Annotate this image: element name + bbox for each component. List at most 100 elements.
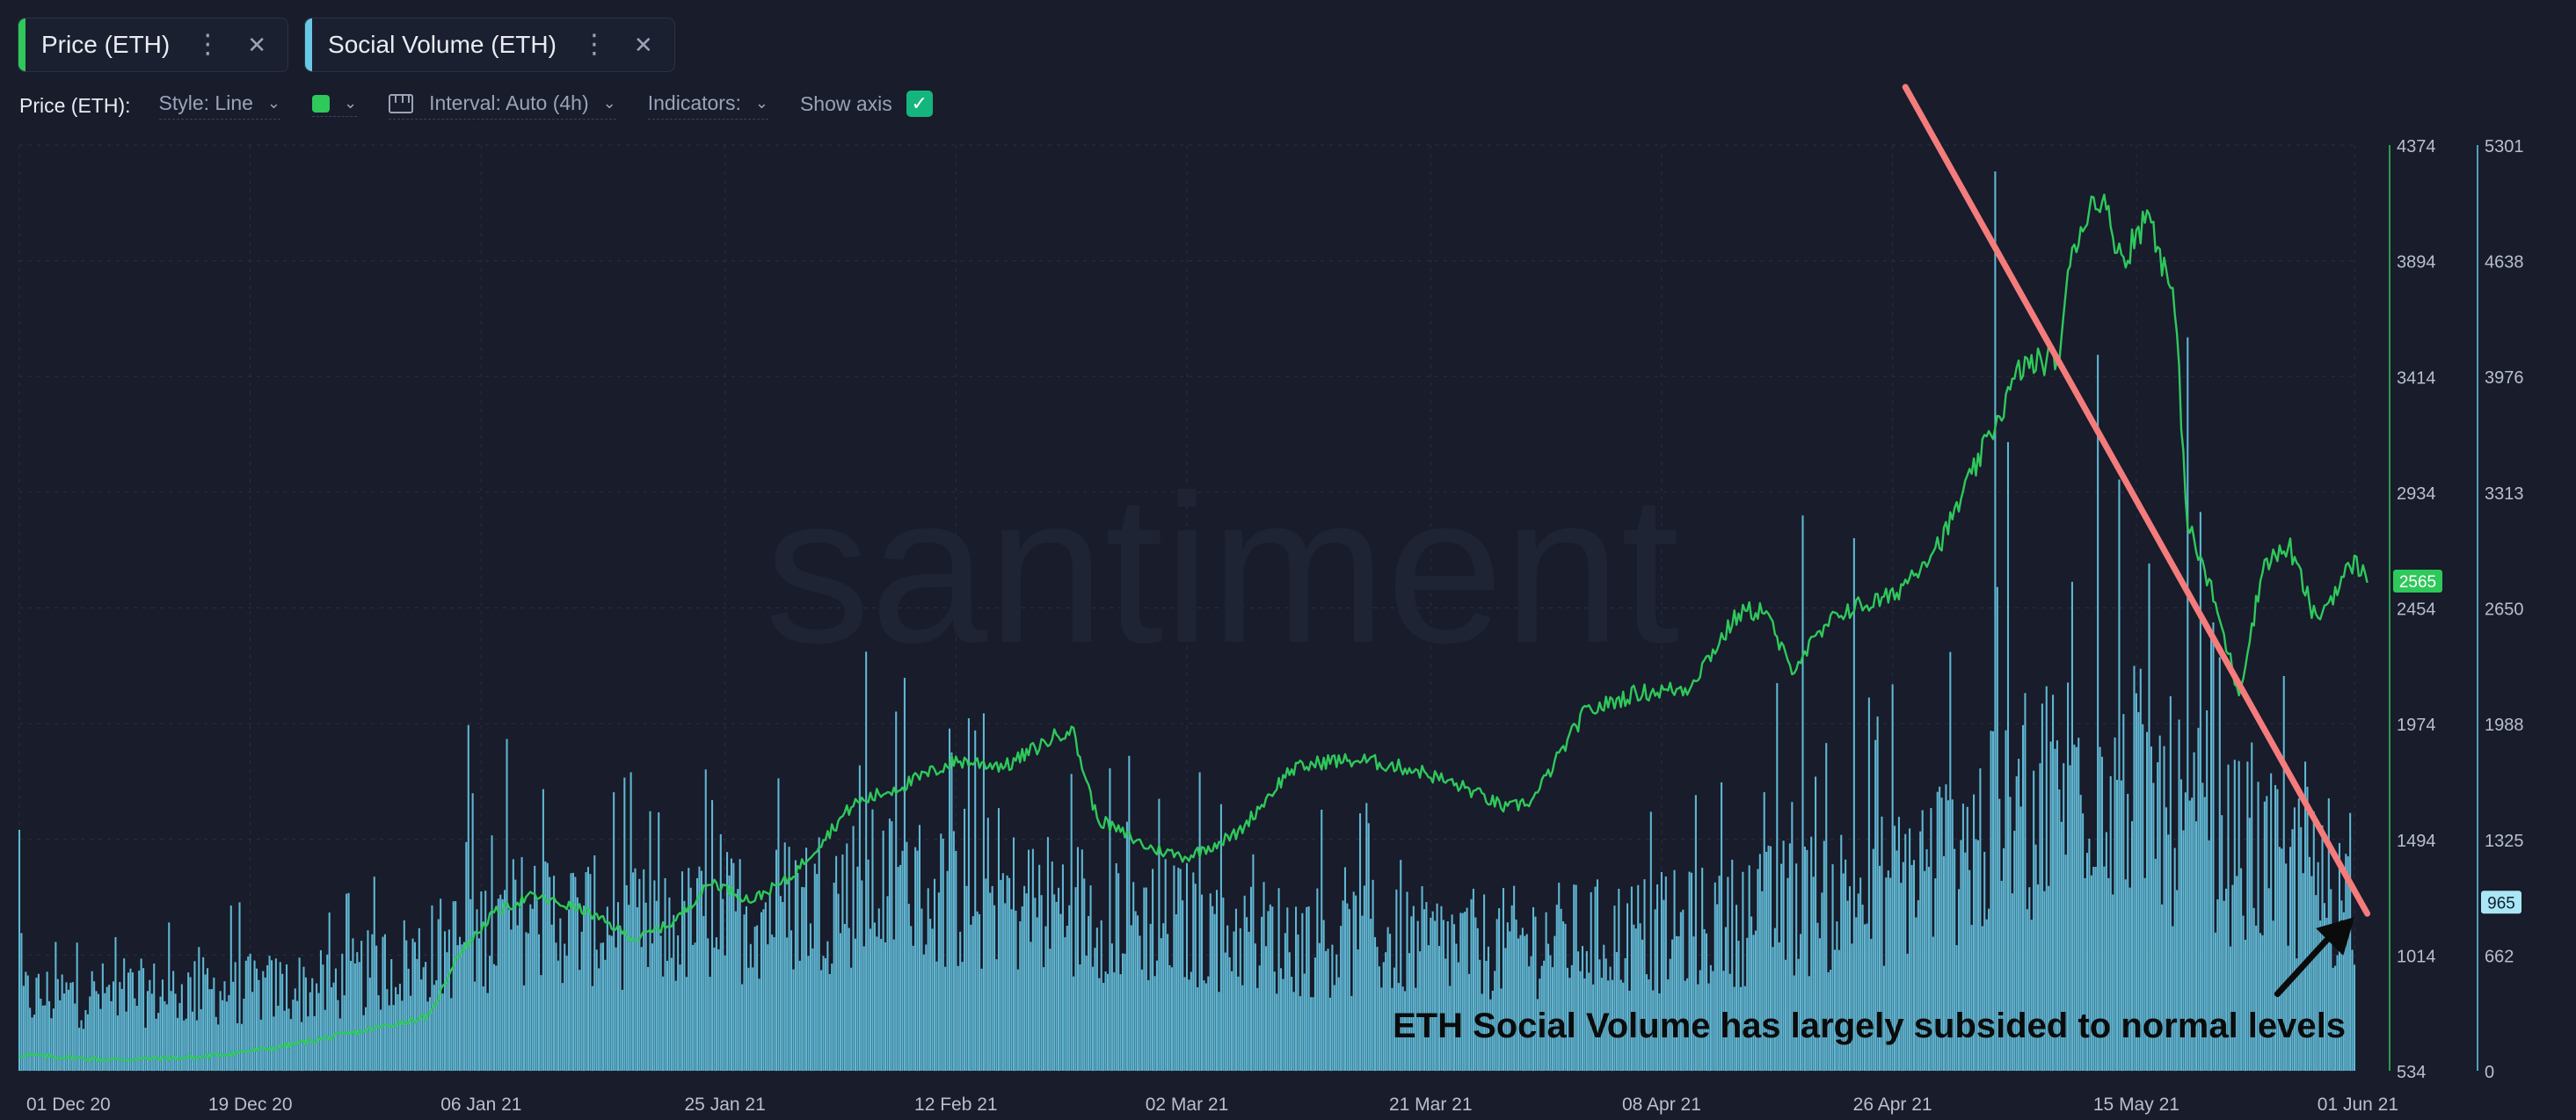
social-volume-bar <box>2233 760 2236 1071</box>
social-volume-bar <box>1688 871 1691 1071</box>
interval-dropdown[interactable]: Interval: Auto (4h) ⌄ <box>389 91 616 120</box>
social-volume-bar <box>2317 862 2319 1071</box>
social-volume-bar <box>1372 879 1374 1071</box>
social-volume-bar <box>2167 834 2170 1071</box>
social-volume-bar <box>615 947 617 1071</box>
social-volume-bar <box>950 752 953 1071</box>
social-volume-bar <box>452 901 455 1071</box>
social-volume-bar <box>1975 839 1977 1071</box>
social-volume-bar <box>798 960 801 1071</box>
social-volume-bar <box>46 971 48 1071</box>
social-volume-bar <box>1376 947 1379 1071</box>
social-volume-bar <box>1461 913 1464 1071</box>
social-volume-bar <box>1431 911 1434 1071</box>
social-volume-bar <box>918 825 921 1071</box>
social-volume-bar <box>1474 917 1477 1071</box>
social-volume-bar <box>1879 865 1881 1071</box>
social-volume-bar <box>1825 743 1828 1071</box>
tab-price-eth[interactable]: Price (ETH) ⋮ ✕ <box>18 18 289 72</box>
social-volume-bar <box>31 1017 33 1071</box>
social-volume-bar <box>258 979 260 1071</box>
tab-price-menu-icon[interactable]: ⋮ <box>194 30 222 59</box>
social-volume-bar <box>1468 973 1471 1071</box>
social-volume-bar <box>1784 959 1787 1071</box>
social-volume-bar <box>159 996 162 1071</box>
social-volume-bar <box>929 919 932 1071</box>
social-volume-bar <box>2049 741 2052 1071</box>
social-volume-bar <box>1836 921 1838 1071</box>
show-axis-toggle[interactable]: Show axis ✓ <box>800 91 933 120</box>
social-volume-bar <box>1624 957 1626 1071</box>
social-volume-bar <box>326 954 329 1071</box>
social-volume-bar <box>550 924 553 1071</box>
social-volume-bar <box>1030 942 1032 1071</box>
social-volume-bar <box>921 908 923 1071</box>
social-volume-bar <box>2060 821 2063 1071</box>
social-volume-bar <box>1121 953 1124 1071</box>
social-volume-bar <box>1940 797 1943 1071</box>
social-volume-bar <box>1310 997 1313 1071</box>
social-volume-bar <box>1155 960 1158 1071</box>
social-volume-bar <box>1590 891 1592 1071</box>
social-volume-bar <box>89 996 91 1071</box>
social-volume-bar <box>514 879 517 1071</box>
x-axis-tick-label: 15 May 21 <box>2093 1095 2179 1115</box>
social-volume-bar <box>425 962 427 1071</box>
social-volume-bar <box>2276 789 2279 1071</box>
social-volume-bar <box>1083 878 1086 1071</box>
social-volume-bar <box>1703 928 1706 1071</box>
social-volume-bar <box>1008 877 1011 1071</box>
social-volume-bar <box>1930 808 1932 1071</box>
social-volume-bar <box>2201 782 2204 1071</box>
social-volume-bar <box>1021 906 1023 1071</box>
social-volume-bar <box>2139 668 2142 1071</box>
social-volume-bar <box>989 892 992 1071</box>
social-volume-bar <box>2274 785 2277 1071</box>
social-volume-bar <box>1125 821 1128 1071</box>
social-volume-bar <box>368 978 371 1071</box>
social-volume-bar <box>568 909 571 1071</box>
social-volume-bar <box>1391 987 1394 1071</box>
social-volume-bar <box>1088 916 1090 1071</box>
chevron-down-icon: ⌄ <box>602 94 616 112</box>
indicators-dropdown[interactable]: Indicators: ⌄ <box>647 91 768 120</box>
social-volume-bar <box>559 918 562 1071</box>
social-volume-bar <box>1143 887 1146 1071</box>
social-volume-bar <box>2043 891 2046 1071</box>
color-picker[interactable]: ⌄ <box>312 94 358 117</box>
social-volume-bar <box>1795 863 1798 1071</box>
social-volume-bar <box>1885 877 1888 1071</box>
social-volume-bar <box>119 982 121 1071</box>
social-volume-bar <box>1239 927 1241 1071</box>
social-volume-bar <box>865 651 868 1071</box>
social-volume-bar <box>1089 885 1092 1071</box>
social-volume-bar <box>694 942 696 1071</box>
social-volume-bar <box>1530 956 1532 1071</box>
social-volume-bar <box>1312 997 1314 1071</box>
social-volume-bar <box>1634 928 1637 1071</box>
social-volume-bar <box>255 968 258 1071</box>
social-volume-bar <box>775 849 778 1071</box>
social-volume-bar <box>2128 887 2131 1071</box>
social-volume-bar <box>373 876 375 1071</box>
social-volume-bar <box>737 889 739 1071</box>
tab-price-close-icon[interactable]: ✕ <box>247 32 267 58</box>
social-volume-bar <box>1728 973 1731 1071</box>
social-volume-bar <box>717 949 720 1071</box>
social-volume-bar <box>480 891 483 1071</box>
social-volume-bar <box>74 1003 76 1071</box>
tab-social-volume-eth[interactable]: Social Volume (ETH) ⋮ ✕ <box>304 18 675 72</box>
social-volume-bar <box>677 935 680 1071</box>
social-volume-bar <box>565 956 568 1071</box>
social-volume-bar <box>2079 795 2082 1071</box>
style-dropdown[interactable]: Style: Line ⌄ <box>158 91 280 120</box>
social-volume-bar <box>200 1008 202 1071</box>
social-volume-bar <box>44 1005 47 1071</box>
show-axis-checkbox[interactable]: ✓ <box>906 91 933 117</box>
tab-social-menu-icon[interactable]: ⋮ <box>580 30 608 59</box>
social-volume-bar <box>2178 719 2180 1071</box>
tab-social-close-icon[interactable]: ✕ <box>633 32 653 58</box>
social-volume-bar <box>1673 869 1676 1071</box>
social-volume-bar <box>1053 894 1056 1071</box>
social-volume-bar <box>1183 977 1186 1071</box>
